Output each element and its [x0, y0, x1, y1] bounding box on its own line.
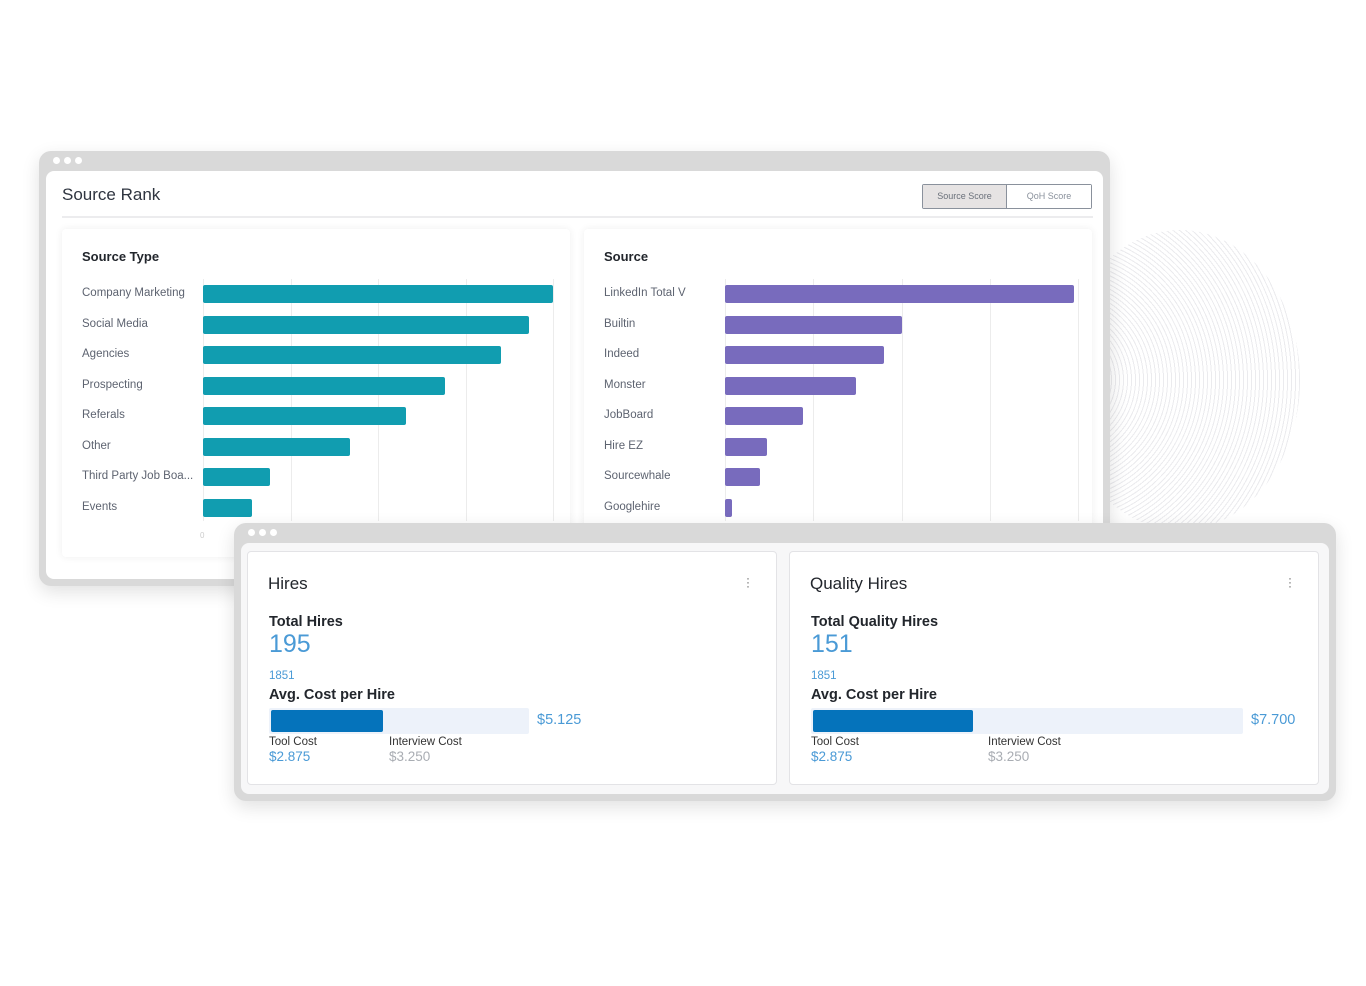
grid-line — [1078, 279, 1079, 521]
bar[interactable] — [725, 376, 856, 395]
page-title: Source Rank — [62, 185, 161, 204]
card-title: Quality Hires — [810, 574, 908, 593]
category-label: Agencies — [82, 348, 130, 360]
bar[interactable] — [725, 498, 733, 517]
source-rank-window: Source Rank Source Score QoH Score Sourc… — [39, 151, 1110, 586]
tool-cost-fill — [813, 710, 973, 732]
bar[interactable] — [203, 376, 445, 395]
category-label: Indeed — [604, 348, 640, 360]
tool-cost-label: Tool Cost — [269, 736, 317, 748]
window-dots — [53, 157, 82, 164]
total-value: 151 — [811, 630, 853, 658]
category-label: Googlehire — [604, 500, 661, 513]
category-label: Builtin — [604, 317, 636, 330]
more-options-icon[interactable]: · · · — [746, 571, 750, 593]
count-value: 1851 — [269, 670, 295, 682]
hires-window: Hires · · · Total Hires 195 1851 Avg. Cost… — [234, 523, 1336, 801]
bar[interactable] — [203, 437, 350, 456]
cost-bar — [811, 708, 1243, 734]
category-label: Company Marketing — [82, 287, 185, 299]
category-label: JobBoard — [604, 409, 654, 421]
bar[interactable] — [725, 468, 761, 486]
total-label: Total Hires — [269, 614, 343, 630]
total-label: Total Quality Hires — [811, 614, 939, 630]
total-value: 195 — [269, 630, 311, 658]
avg-value: $7.700 — [1251, 712, 1296, 728]
bar[interactable] — [725, 285, 1075, 303]
bar[interactable] — [203, 407, 406, 425]
bar[interactable] — [725, 437, 768, 456]
tool-cost-value: $2.875 — [811, 749, 853, 764]
category-label: Events — [82, 500, 118, 513]
grid-line — [378, 279, 379, 521]
cost-bar — [269, 708, 529, 734]
category-label: Prospecting — [82, 378, 143, 391]
tool-cost-value: $2.875 — [269, 749, 311, 764]
avg-label: Avg. Cost per Hire — [269, 687, 395, 703]
bar[interactable] — [203, 498, 252, 517]
card-title: Hires — [268, 574, 308, 593]
category-label: Monster — [604, 378, 646, 391]
source-card: Source LinkedIn Total V Builtin Indeed Mons… — [584, 229, 1092, 557]
window-dots — [248, 529, 277, 536]
category-label: Sourcewhale — [604, 470, 671, 482]
qoh-score-button[interactable]: QoH Score — [1007, 185, 1091, 208]
bar[interactable] — [203, 285, 553, 303]
quality-hires-card: Quality Hires · · · Total Quality Hires 15… — [789, 551, 1319, 785]
grid-line — [290, 279, 292, 521]
more-options-icon[interactable]: · · · — [1288, 571, 1292, 593]
bar[interactable] — [203, 468, 270, 486]
chart-title: Source — [604, 249, 649, 264]
source-type-card: Source Type Company Marketing Social Medi… — [62, 229, 570, 557]
bar[interactable] — [725, 407, 803, 425]
grid-line — [553, 279, 554, 521]
bar[interactable] — [725, 315, 902, 334]
grid-line — [989, 279, 991, 521]
category-label: Other — [82, 439, 111, 452]
category-label: LinkedIn Total V — [604, 287, 686, 299]
tool-cost-fill — [271, 710, 383, 732]
x-tick-label: 0 — [200, 531, 205, 540]
grid-line — [901, 279, 903, 521]
count-value: 1851 — [811, 670, 837, 682]
grid-line — [465, 279, 467, 521]
bar[interactable] — [725, 346, 884, 364]
score-toggle[interactable]: Source Score QoH Score — [922, 184, 1092, 209]
tool-cost-label: Tool Cost — [811, 736, 859, 748]
avg-label: Avg. Cost per Hire — [811, 687, 937, 703]
avg-value: $5.125 — [537, 712, 582, 728]
hires-card: Hires · · · Total Hires 195 1851 Avg. Cost… — [247, 551, 777, 785]
category-label: Social Media — [82, 317, 148, 330]
source-score-button[interactable]: Source Score — [923, 185, 1007, 208]
category-label: Third Party Job Boa... — [82, 470, 194, 482]
grid-line — [813, 279, 815, 521]
divider — [62, 216, 1093, 218]
grid-line — [725, 279, 726, 521]
chart-title: Source Type — [82, 249, 160, 264]
category-label: Referals — [82, 409, 125, 421]
interview-cost-value: $3.250 — [389, 749, 431, 764]
interview-cost-label: Interview Cost — [389, 736, 462, 748]
bar[interactable] — [203, 346, 501, 364]
category-label: Hire EZ — [604, 439, 643, 452]
interview-cost-label: Interview Cost — [988, 736, 1061, 748]
interview-cost-value: $3.250 — [988, 749, 1030, 764]
bar[interactable] — [203, 315, 529, 334]
grid-line — [203, 279, 204, 521]
